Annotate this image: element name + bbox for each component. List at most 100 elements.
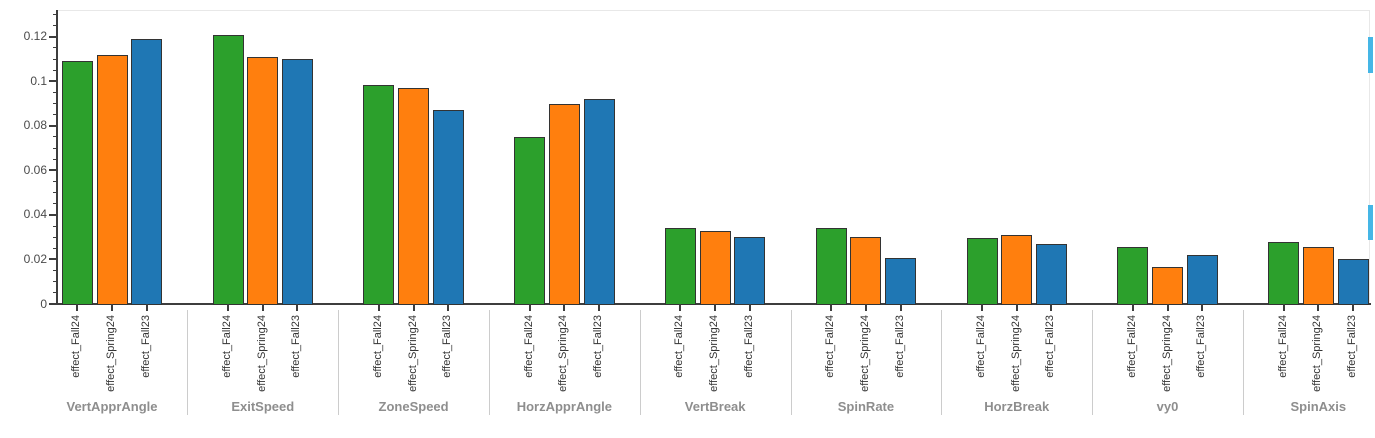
y-minor-tick bbox=[53, 270, 57, 272]
bar bbox=[1152, 267, 1184, 305]
x-tick-label: effect_Fall24 bbox=[824, 315, 837, 378]
y-minor-tick bbox=[53, 25, 57, 27]
bar bbox=[850, 237, 882, 305]
group-label: VertBreak bbox=[684, 399, 746, 414]
x-tick bbox=[1317, 304, 1320, 311]
group-separator bbox=[1242, 310, 1244, 415]
x-tick bbox=[296, 304, 299, 311]
x-tick-label: effect_Spring24 bbox=[406, 315, 419, 392]
group-separator bbox=[941, 310, 943, 415]
x-tick bbox=[830, 304, 833, 311]
x-tick-label: effect_Fall23 bbox=[1346, 315, 1359, 378]
group-label: HorzBreak bbox=[984, 399, 1050, 414]
y-major-tick bbox=[49, 124, 57, 127]
y-minor-tick bbox=[53, 203, 57, 205]
y-major-tick bbox=[49, 303, 57, 305]
y-tick-label: 0.02 bbox=[23, 251, 47, 266]
y-minor-tick bbox=[53, 192, 57, 194]
y-minor-tick bbox=[53, 13, 57, 15]
group-label: HorzApprAngle bbox=[516, 399, 613, 414]
y-minor-tick bbox=[53, 181, 57, 182]
bar bbox=[398, 87, 430, 305]
y-major-tick bbox=[49, 80, 57, 83]
bar bbox=[1186, 255, 1218, 305]
x-tick-label: effect_Fall23 bbox=[742, 315, 755, 378]
x-tick bbox=[1131, 304, 1134, 311]
y-tick-label: 0.12 bbox=[23, 29, 47, 44]
group-label: SpinAxis bbox=[1290, 399, 1347, 414]
x-tick bbox=[981, 304, 984, 311]
plot-right-spine bbox=[1369, 10, 1370, 304]
bar bbox=[1001, 234, 1033, 305]
bar bbox=[664, 228, 696, 305]
y-tick-label: 0.08 bbox=[23, 118, 47, 133]
x-tick-label: effect_Fall23 bbox=[290, 315, 303, 378]
plot-top-spine bbox=[57, 10, 1370, 11]
x-tick-label: effect_Fall24 bbox=[673, 315, 686, 378]
bar bbox=[432, 110, 464, 305]
x-tick-label: effect_Fall24 bbox=[1276, 315, 1289, 378]
x-tick bbox=[899, 304, 902, 311]
x-tick-label: effect_Spring24 bbox=[1160, 315, 1173, 392]
x-tick bbox=[864, 304, 867, 311]
y-tick-label: 0.04 bbox=[23, 207, 47, 222]
bar bbox=[699, 230, 731, 305]
x-tick bbox=[1166, 304, 1169, 311]
y-minor-tick bbox=[53, 103, 57, 105]
scrollbar-annotation-marker[interactable] bbox=[1368, 205, 1373, 240]
bar bbox=[734, 237, 766, 305]
x-tick bbox=[1015, 304, 1018, 311]
x-tick-label: effect_Fall24 bbox=[522, 315, 535, 378]
bar bbox=[363, 84, 395, 305]
x-tick-label: effect_Fall24 bbox=[1125, 315, 1138, 378]
x-tick-label: effect_Fall23 bbox=[441, 315, 454, 378]
group-separator bbox=[790, 310, 792, 415]
y-minor-tick bbox=[53, 136, 57, 138]
y-major-tick bbox=[49, 35, 57, 38]
x-tick-label: effect_Fall23 bbox=[893, 315, 906, 378]
bar bbox=[1117, 247, 1149, 305]
y-minor-tick bbox=[53, 114, 57, 116]
x-tick-label: effect_Fall24 bbox=[975, 315, 988, 378]
y-minor-tick bbox=[53, 236, 57, 238]
x-tick bbox=[227, 304, 230, 311]
y-minor-tick bbox=[53, 47, 57, 49]
x-tick-label: effect_Spring24 bbox=[557, 315, 570, 392]
y-minor-tick bbox=[53, 158, 57, 160]
x-tick bbox=[1352, 304, 1355, 311]
y-major-tick bbox=[49, 258, 57, 261]
bar bbox=[548, 103, 580, 305]
bar bbox=[966, 238, 998, 305]
group-separator bbox=[488, 310, 490, 415]
x-tick-label: effect_Fall24 bbox=[70, 315, 83, 378]
group-separator bbox=[1092, 310, 1094, 415]
bar bbox=[1035, 243, 1067, 305]
y-minor-tick bbox=[53, 292, 57, 294]
scrollbar-annotation-marker[interactable] bbox=[1368, 37, 1373, 73]
x-tick bbox=[145, 304, 148, 311]
bar bbox=[885, 258, 917, 305]
group-separator bbox=[639, 310, 641, 415]
x-tick bbox=[714, 304, 717, 311]
group-label: ZoneSpeed bbox=[378, 399, 449, 414]
group-label: vy0 bbox=[1156, 399, 1179, 414]
x-tick-label: effect_Spring24 bbox=[1311, 315, 1324, 392]
x-tick bbox=[1050, 304, 1053, 311]
x-tick bbox=[563, 304, 566, 311]
bar bbox=[1337, 259, 1369, 305]
x-tick bbox=[111, 304, 113, 311]
bar bbox=[61, 61, 93, 305]
x-tick-label: effect_Spring24 bbox=[105, 315, 117, 392]
x-tick bbox=[76, 304, 79, 311]
bar bbox=[1302, 247, 1334, 305]
bar bbox=[815, 228, 847, 305]
x-tick bbox=[261, 304, 264, 311]
bar bbox=[212, 34, 244, 305]
y-minor-tick bbox=[53, 247, 57, 249]
y-minor-tick bbox=[53, 225, 57, 227]
y-major-tick bbox=[49, 213, 57, 216]
x-tick bbox=[748, 304, 751, 311]
group-label: SpinRate bbox=[837, 399, 895, 414]
y-tick-label: 0 bbox=[40, 296, 47, 311]
group-separator bbox=[187, 310, 189, 415]
